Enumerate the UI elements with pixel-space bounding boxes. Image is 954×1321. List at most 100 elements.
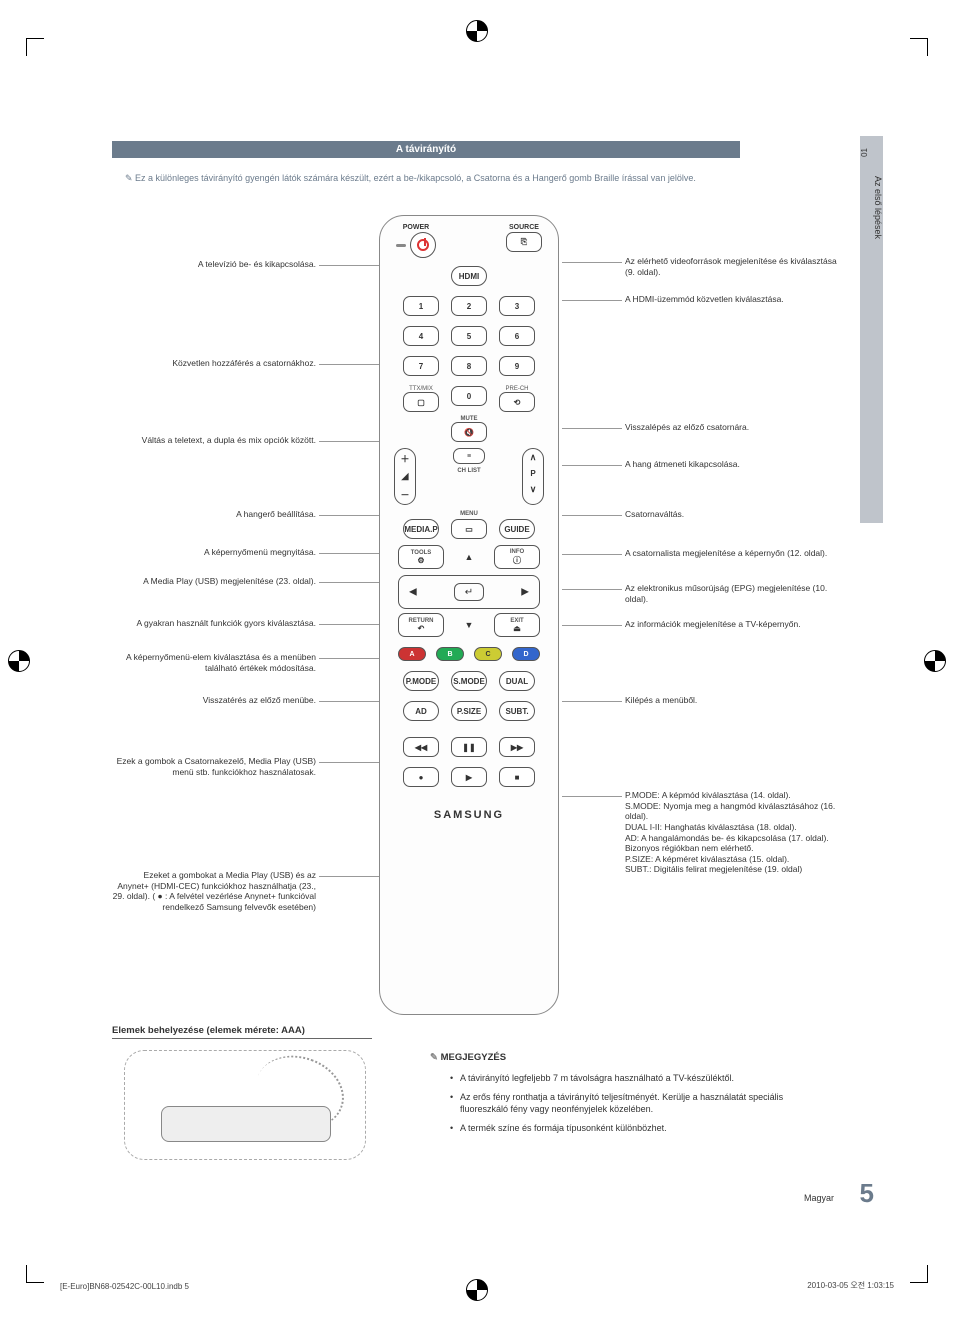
play-button[interactable]: ▶	[451, 767, 487, 787]
pause-button[interactable]: ❚❚	[451, 737, 487, 757]
callout-right: A HDMI-üzemmód közvetlen kiválasztása.	[625, 294, 839, 305]
ttx-label: TTX/MIX	[403, 386, 439, 392]
exit-button[interactable]: EXIT⏏	[494, 613, 540, 637]
volume-rocker[interactable]: ＋◢－	[394, 448, 416, 505]
callout-left: A gyakran használt funkciók gyors kivála…	[112, 618, 316, 629]
num-0-button[interactable]: 0	[451, 386, 487, 406]
dpad[interactable]: ◀ ↵ ▶	[398, 575, 540, 609]
info-button[interactable]: INFOⓘ	[494, 545, 540, 569]
hdmi-button[interactable]: HDMI	[451, 266, 487, 286]
forward-button[interactable]: ▶▶	[499, 737, 535, 757]
language-label: Magyar	[804, 1193, 834, 1203]
callout-left: A hangerő beállítása.	[112, 509, 316, 520]
source-button[interactable]: ⎘	[506, 232, 542, 252]
mute-label: MUTE	[380, 416, 558, 422]
remote-diagram: POWER SOURCE ⎘ HDMI 1 2 3 4 5 6 7 8	[379, 215, 559, 1015]
power-button[interactable]	[410, 232, 436, 258]
callout-left: A Media Play (USB) megjelenítése (23. ol…	[112, 576, 316, 587]
notes-list: A távirányító legfeljebb 7 m távolságra …	[450, 1072, 820, 1140]
num-8-button[interactable]: 8	[451, 356, 487, 376]
callout-right: P.MODE: A képmód kiválasztása (14. oldal…	[625, 790, 839, 875]
num-3-button[interactable]: 3	[499, 296, 535, 316]
vol-up-icon: ＋	[400, 452, 409, 465]
psize-button[interactable]: P.SIZE	[451, 701, 487, 721]
arrow-right-icon: ▶	[521, 587, 529, 598]
dual-button[interactable]: DUAL	[499, 671, 535, 691]
tools-button[interactable]: TOOLS⚙	[398, 545, 444, 569]
subt-button[interactable]: SUBT.	[499, 701, 535, 721]
crop-mark	[910, 1265, 928, 1283]
page-number: 5	[860, 1178, 874, 1209]
list-button[interactable]: ≡	[453, 448, 485, 464]
mute-button[interactable]: 🔇	[451, 422, 487, 442]
callout-right: Csatornaváltás.	[625, 509, 839, 520]
crop-mark	[26, 1265, 44, 1283]
menu-button[interactable]: ▭	[451, 519, 487, 539]
callout-right: Az információk megjelenítése a TV-képern…	[625, 619, 839, 630]
power-label: POWER	[396, 224, 436, 231]
brand-logo: SAMSUNG	[380, 809, 558, 821]
color-a-button[interactable]: A	[398, 647, 426, 661]
mediap-button[interactable]: MEDIA.P	[403, 519, 439, 539]
section-title-bar: A távirányító	[112, 141, 740, 158]
color-d-button[interactable]: D	[512, 647, 540, 661]
note-item: A termék színe és formája típusonként kü…	[450, 1122, 820, 1135]
callout-left: Ezeket a gombokat a Media Play (USB) és …	[112, 870, 316, 913]
manual-page: A távirányító 0 1 Az első lépések Ez a kü…	[0, 0, 954, 1321]
footer-timestamp: 2010-03-05 오전 1:03:15	[807, 1280, 894, 1291]
ch-down-icon: ∨	[530, 484, 537, 495]
num-4-button[interactable]: 4	[403, 326, 439, 346]
battery-section-title: Elemek behelyezése (elemek mérete: AAA)	[112, 1025, 372, 1039]
registration-mark-icon	[8, 650, 30, 672]
callout-right: A hang átmeneti kikapcsolása.	[625, 459, 839, 470]
ttx-button[interactable]: ▢	[403, 392, 439, 412]
pmode-button[interactable]: P.MODE	[403, 671, 439, 691]
ir-emitter-icon	[396, 244, 406, 247]
note-item: A távirányító legfeljebb 7 m távolságra …	[450, 1072, 820, 1085]
callout-left: Váltás a teletext, a dupla és mix opciók…	[112, 435, 316, 446]
callout-left: A képernyőmenü-elem kiválasztása és a me…	[112, 652, 316, 673]
callout-right: Visszalépés az előző csatornára.	[625, 422, 839, 433]
rewind-button[interactable]: ◀◀	[403, 737, 439, 757]
callout-left: Visszatérés az előző menübe.	[112, 695, 316, 706]
color-c-button[interactable]: C	[474, 647, 502, 661]
footer-filename: [E-Euro]BN68-02542C-00L10.indb 5	[60, 1282, 189, 1291]
chapter-label: Az első lépések	[860, 176, 883, 476]
return-button[interactable]: RETURN↶	[398, 613, 444, 637]
stop-button[interactable]: ■	[499, 767, 535, 787]
registration-mark-icon	[924, 650, 946, 672]
num-1-button[interactable]: 1	[403, 296, 439, 316]
arrow-left-icon: ◀	[409, 587, 417, 598]
battery-compartment-icon	[161, 1106, 331, 1142]
arrow-down-icon: ▼	[465, 620, 474, 630]
intro-note: Ez a különleges távirányító gyengén látó…	[125, 173, 825, 185]
num-7-button[interactable]: 7	[403, 356, 439, 376]
callout-left: Közvetlen hozzáférés a csatornákhoz.	[112, 358, 316, 369]
notes-heading: MEGJEGYZÉS	[430, 1052, 506, 1063]
crop-mark	[910, 38, 928, 56]
callout-right: Az elérhető videoforrások megjelenítése …	[625, 256, 839, 277]
num-5-button[interactable]: 5	[451, 326, 487, 346]
enter-button[interactable]: ↵	[454, 583, 484, 601]
channel-rocker[interactable]: ∧P∨	[522, 448, 544, 505]
num-6-button[interactable]: 6	[499, 326, 535, 346]
callout-right: Kilépés a menüből.	[625, 695, 839, 706]
smode-button[interactable]: S.MODE	[451, 671, 487, 691]
callout-right: A csatornalista megjelenítése a képernyő…	[625, 548, 839, 559]
menu-label: MENU	[460, 511, 478, 517]
color-b-button[interactable]: B	[436, 647, 464, 661]
record-button[interactable]: ●	[403, 767, 439, 787]
num-9-button[interactable]: 9	[499, 356, 535, 376]
ad-button[interactable]: AD	[403, 701, 439, 721]
num-2-button[interactable]: 2	[451, 296, 487, 316]
registration-mark-icon	[466, 20, 488, 42]
callout-right: Az elektronikus műsorújság (EPG) megjele…	[625, 583, 839, 604]
guide-button[interactable]: GUIDE	[499, 519, 535, 539]
chlist-label: CH LIST	[457, 468, 480, 474]
prech-button[interactable]: ⟲	[499, 392, 535, 412]
callout-left: Ezek a gombok a Csatornakezelő, Media Pl…	[112, 756, 316, 777]
crop-mark	[26, 38, 44, 56]
vol-down-icon: －	[400, 488, 409, 501]
registration-mark-icon	[466, 1279, 488, 1301]
note-item: Az erős fény ronthatja a távirányító tel…	[450, 1091, 820, 1116]
